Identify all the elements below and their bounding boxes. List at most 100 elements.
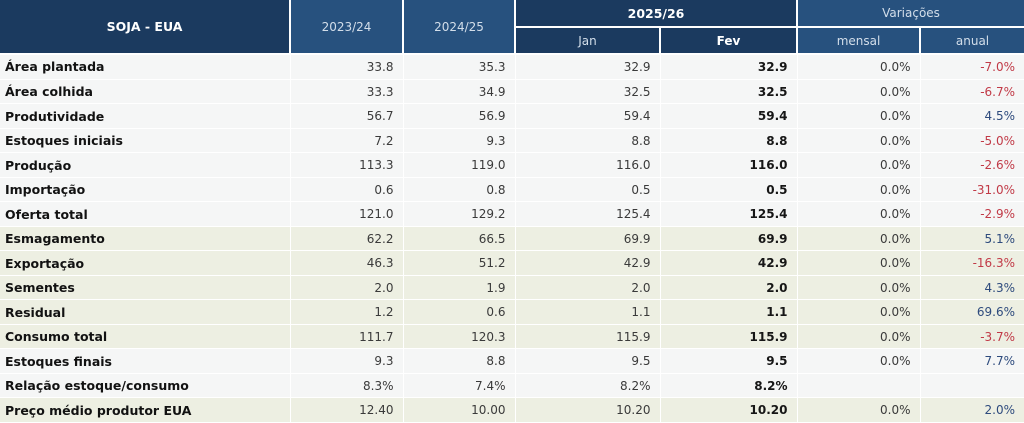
table-row: Residual 1.2 0.6 1.1 1.1 0.0% 69.6%: [0, 299, 1024, 325]
value-anual: 2.0%: [920, 397, 1024, 423]
value-2023-24: 7.2: [290, 128, 404, 154]
value-fev: 8.8: [660, 128, 798, 154]
value-jan: 10.20: [515, 397, 661, 423]
table-row: Produção 113.3 119.0 116.0 116.0 0.0% -2.6%: [0, 152, 1024, 178]
value-2024-25: 7.4%: [403, 373, 516, 399]
row-label: Oferta total: [0, 201, 291, 227]
value-jan: 116.0: [515, 152, 661, 178]
value-anual: 4.5%: [920, 103, 1024, 129]
value-mensal: 0.0%: [797, 79, 921, 105]
value-anual: 4.3%: [920, 275, 1024, 301]
value-anual: 7.7%: [920, 348, 1024, 374]
value-2024-25: 119.0: [403, 152, 516, 178]
value-2024-25: 35.3: [403, 54, 516, 80]
value-jan: 125.4: [515, 201, 661, 227]
value-fev: 8.2%: [660, 373, 798, 399]
value-2023-24: 9.3: [290, 348, 404, 374]
column-header-jan: Jan: [515, 27, 661, 55]
value-jan: 42.9: [515, 250, 661, 276]
table-row: Sementes 2.0 1.9 2.0 2.0 0.0% 4.3%: [0, 275, 1024, 301]
value-jan: 9.5: [515, 348, 661, 374]
column-header-2023-24: 2023/24: [289, 0, 404, 55]
value-fev: 59.4: [660, 103, 798, 129]
value-anual: -3.7%: [920, 324, 1024, 350]
column-header-mensal: mensal: [796, 27, 922, 55]
value-2024-25: 9.3: [403, 128, 516, 154]
value-2023-24: 12.40: [290, 397, 404, 423]
value-2024-25: 0.6: [403, 299, 516, 325]
value-2024-25: 1.9: [403, 275, 516, 301]
value-jan: 69.9: [515, 226, 661, 252]
value-anual: -7.0%: [920, 54, 1024, 80]
value-2023-24: 33.3: [290, 79, 404, 105]
value-anual: -16.3%: [920, 250, 1024, 276]
value-2024-25: 56.9: [403, 103, 516, 129]
row-label: Preço médio produtor EUA: [0, 397, 291, 423]
value-anual: -6.7%: [920, 79, 1024, 105]
row-label: Consumo total: [0, 324, 291, 350]
value-fev: 32.5: [660, 79, 798, 105]
value-fev: 69.9: [660, 226, 798, 252]
row-label: Relação estoque/consumo: [0, 373, 291, 399]
table-row: Relação estoque/consumo 8.3% 7.4% 8.2% 8.2%: [0, 373, 1024, 399]
value-fev: 42.9: [660, 250, 798, 276]
value-mensal: 0.0%: [797, 103, 921, 129]
value-2024-25: 120.3: [403, 324, 516, 350]
value-jan: 1.1: [515, 299, 661, 325]
value-jan: 0.5: [515, 177, 661, 203]
row-label: Produtividade: [0, 103, 291, 129]
value-mensal: 0.0%: [797, 226, 921, 252]
row-label: Sementes: [0, 275, 291, 301]
column-group-2025-26: 2025/26: [513, 0, 799, 28]
value-anual: 69.6%: [920, 299, 1024, 325]
row-label: Importação: [0, 177, 291, 203]
table-row: Área plantada 33.8 35.3 32.9 32.9 0.0% -7.0%: [0, 54, 1024, 80]
value-2023-24: 111.7: [290, 324, 404, 350]
column-header-anual: anual: [919, 27, 1024, 55]
table-row: Exportação 46.3 51.2 42.9 42.9 0.0% -16.3%: [0, 250, 1024, 276]
row-label: Exportação: [0, 250, 291, 276]
value-jan: 59.4: [515, 103, 661, 129]
value-2023-24: 33.8: [290, 54, 404, 80]
value-mensal: 0.0%: [797, 128, 921, 154]
value-2024-25: 0.8: [403, 177, 516, 203]
value-anual: -2.6%: [920, 152, 1024, 178]
value-2024-25: 66.5: [403, 226, 516, 252]
value-mensal: 0.0%: [797, 177, 921, 203]
value-jan: 8.2%: [515, 373, 661, 399]
value-fev: 0.5: [660, 177, 798, 203]
value-anual: [920, 373, 1024, 399]
row-label: Área colhida: [0, 79, 291, 105]
row-label: Área plantada: [0, 54, 291, 80]
value-mensal: 0.0%: [797, 152, 921, 178]
column-header-fev: Fev: [658, 27, 799, 55]
value-fev: 32.9: [660, 54, 798, 80]
value-jan: 2.0: [515, 275, 661, 301]
value-2023-24: 0.6: [290, 177, 404, 203]
value-mensal: 0.0%: [797, 275, 921, 301]
value-jan: 32.5: [515, 79, 661, 105]
value-fev: 10.20: [660, 397, 798, 423]
value-2023-24: 62.2: [290, 226, 404, 252]
value-2024-25: 34.9: [403, 79, 516, 105]
table-header: SOJA - EUA 2023/24 2024/25 2025/26 Varia…: [0, 0, 1024, 55]
value-anual: -2.9%: [920, 201, 1024, 227]
value-fev: 2.0: [660, 275, 798, 301]
value-2023-24: 56.7: [290, 103, 404, 129]
value-mensal: 0.0%: [797, 324, 921, 350]
row-label: Estoques finais: [0, 348, 291, 374]
value-anual: -31.0%: [920, 177, 1024, 203]
table-row: Estoques finais 9.3 8.8 9.5 9.5 0.0% 7.7%: [0, 348, 1024, 374]
value-2023-24: 8.3%: [290, 373, 404, 399]
value-fev: 115.9: [660, 324, 798, 350]
value-fev: 125.4: [660, 201, 798, 227]
value-jan: 32.9: [515, 54, 661, 80]
table-body: Área plantada 33.8 35.3 32.9 32.9 0.0% -7.0% Ár…: [0, 54, 1024, 423]
value-anual: -5.0%: [920, 128, 1024, 154]
column-group-variacoes: Variações: [796, 0, 1024, 28]
row-label: Residual: [0, 299, 291, 325]
table-title: SOJA - EUA: [0, 0, 291, 55]
row-label: Esmagamento: [0, 226, 291, 252]
